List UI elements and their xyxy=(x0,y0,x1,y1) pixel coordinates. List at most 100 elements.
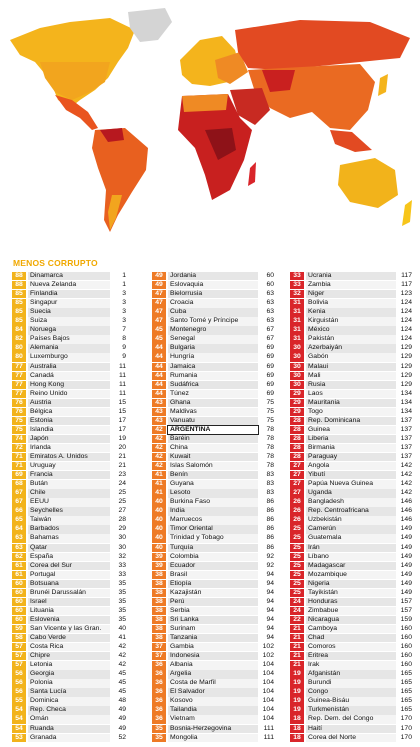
ranking-row: 25 Tayikistán 149 xyxy=(290,588,414,598)
score: 28 xyxy=(290,434,304,444)
rank: 137 xyxy=(400,425,412,433)
score: 30 xyxy=(290,380,304,389)
ranking-row: 45 Montenegro 67 xyxy=(152,326,276,335)
rank: 21 xyxy=(118,453,126,460)
central-africa xyxy=(205,128,236,160)
ranking-row: 62 España 32 xyxy=(12,552,128,561)
country: Papúa Nueva Guinea xyxy=(306,480,396,489)
ranking-row: 44 Bulgaria 69 xyxy=(152,344,276,353)
country: Costa Rica xyxy=(28,643,110,652)
country: Serbia xyxy=(168,606,258,616)
rank: 25 xyxy=(118,498,126,506)
rank: 48 xyxy=(118,697,126,705)
rank: 124 xyxy=(400,299,412,307)
rank: 69 xyxy=(266,362,274,370)
country: Bután xyxy=(28,480,110,489)
rank: 165 xyxy=(400,679,412,687)
rank: 15 xyxy=(118,398,126,406)
ranking-row: 60 Lituania 35 xyxy=(12,606,128,616)
score: 44 xyxy=(152,362,166,371)
country: Rep. Dem. del Congo xyxy=(306,715,396,724)
rank: 21 xyxy=(118,462,126,470)
country: Estonia xyxy=(28,416,110,426)
rank: 146 xyxy=(400,498,412,506)
ranking-row: 45 Senegal 67 xyxy=(152,335,276,344)
ranking-row: 59 San Vicente y las Gran. 40 xyxy=(12,624,128,634)
north-africa xyxy=(182,94,228,112)
score: 43 xyxy=(152,398,166,408)
ranking-row: 39 Ecuador 92 xyxy=(152,561,276,570)
ranking-row: 54 Rep. Checa 49 xyxy=(12,706,128,715)
score: 35 xyxy=(152,724,166,733)
score: 44 xyxy=(152,353,166,362)
country: Botsuana xyxy=(28,579,110,589)
ranking-row: 30 Gabón 129 xyxy=(290,353,414,362)
country: Angola xyxy=(306,462,396,471)
mexico-central xyxy=(55,95,98,130)
score: 21 xyxy=(290,643,304,652)
rank: 28 xyxy=(118,516,126,524)
country: Luxemburgo xyxy=(28,353,110,362)
country: Ucrania xyxy=(306,272,396,281)
country: Emiratos A. Unidos xyxy=(28,453,110,462)
country: India xyxy=(168,507,258,516)
score: 43 xyxy=(152,416,166,426)
score: 42 xyxy=(152,434,166,444)
ranking-row: 36 Vietnam 104 xyxy=(152,715,276,724)
ranking-row: 77 Canadá 11 xyxy=(12,371,128,380)
rank: 134 xyxy=(400,398,412,406)
ranking-row: 85 Singapur 3 xyxy=(12,299,128,308)
ranking-row: 49 Eslovaquia 60 xyxy=(152,281,276,290)
ranking-row: 56 Georgia 45 xyxy=(12,670,128,679)
rank: 63 xyxy=(266,308,274,316)
country: Senegal xyxy=(168,335,258,344)
rank: 17 xyxy=(118,416,126,424)
rank: 45 xyxy=(118,688,126,696)
ranking-row: 37 Indonesia 102 xyxy=(152,652,276,661)
rank: 160 xyxy=(400,624,412,632)
ranking-row: 44 Hungría 69 xyxy=(152,353,276,362)
ranking-row: 31 Bolivia 124 xyxy=(290,299,414,308)
rank: 124 xyxy=(400,308,412,316)
ranking-row: 19 Afganistán 165 xyxy=(290,670,414,679)
score: 64 xyxy=(12,525,26,534)
rank: 137 xyxy=(400,434,412,442)
score: 30 xyxy=(290,371,304,380)
rank: 19 xyxy=(118,434,126,442)
ranking-row: 44 Jamaica 69 xyxy=(152,362,276,371)
ranking-row: 88 Dinamarca 1 xyxy=(12,272,128,281)
ranking-row: 22 Nicaragua 159 xyxy=(290,615,414,625)
ranking-row: 40 Burkina Faso 86 xyxy=(152,498,276,507)
country: Benín xyxy=(168,471,258,480)
ranking-row: 55 Dominica 48 xyxy=(12,697,128,706)
score: 56 xyxy=(12,688,26,697)
country: Maldivas xyxy=(168,407,258,417)
country: Nicaragua xyxy=(306,615,396,625)
ranking-row: 77 Hong Kong 11 xyxy=(12,380,128,389)
score: 42 xyxy=(152,443,166,453)
score: 25 xyxy=(290,543,304,552)
ranking-row: 27 Angola 142 xyxy=(290,462,414,471)
rank: 160 xyxy=(400,643,412,651)
ranking-row: 28 Rep. Dominicana 137 xyxy=(290,416,414,426)
score: 38 xyxy=(152,606,166,616)
score: 40 xyxy=(152,534,166,543)
country: Rep. Centroafricana xyxy=(306,507,396,516)
rank: 94 xyxy=(266,597,274,605)
score: 36 xyxy=(152,661,166,670)
score: 30 xyxy=(290,344,304,353)
country: Guyana xyxy=(168,480,258,489)
ranking-row: 30 Mali 129 xyxy=(290,371,414,380)
rank: 129 xyxy=(400,353,412,361)
country: Uganda xyxy=(306,489,396,498)
country: Chipre xyxy=(28,652,110,661)
ranking-row: 27 Uganda 142 xyxy=(290,489,414,498)
rank: 33 xyxy=(118,570,126,578)
score: 61 xyxy=(12,570,26,580)
rank: 104 xyxy=(262,661,274,669)
country: Mozambique xyxy=(306,570,396,580)
score: 44 xyxy=(152,389,166,399)
score: 60 xyxy=(12,615,26,625)
score: 18 xyxy=(290,715,304,724)
madagascar xyxy=(248,162,256,186)
